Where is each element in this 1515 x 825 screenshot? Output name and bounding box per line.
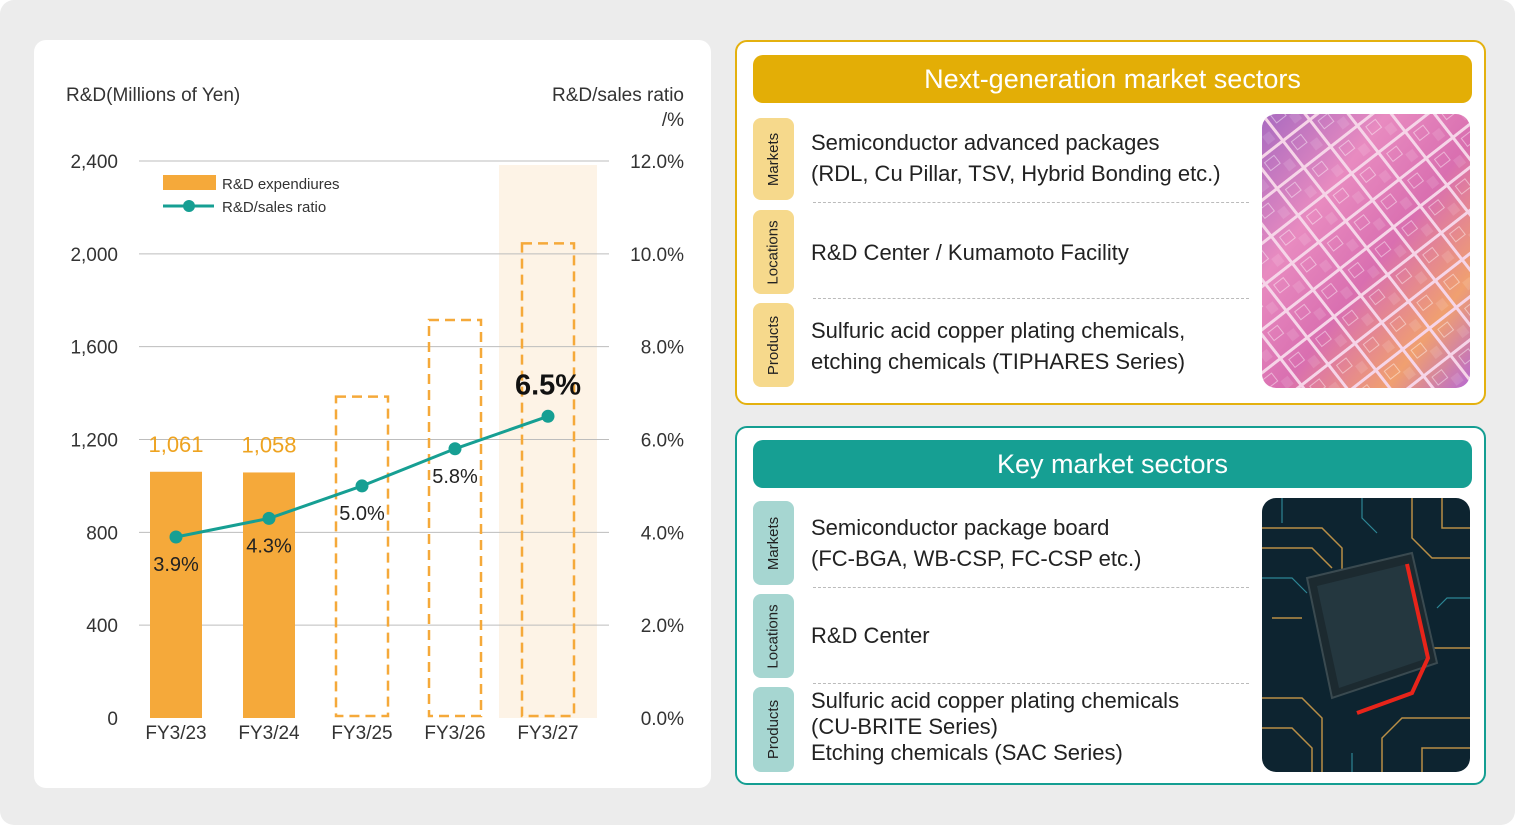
- ratio-point-FY3/26: [448, 442, 462, 456]
- markets-text: Semiconductor advanced packages (RDL, Cu…: [811, 130, 1221, 186]
- circuit-board-photo: [1262, 498, 1470, 772]
- bar-value-label: 1,058: [241, 432, 296, 457]
- ratio-point-FY3/23: [169, 530, 183, 544]
- y2-tick-label: 8.0%: [641, 338, 684, 359]
- y2-tick-label: 2.0%: [641, 616, 684, 637]
- products-row: Products Sulfuric acid copper plating ch…: [753, 687, 1253, 772]
- locations-text: R&D Center / Kumamoto Facility: [811, 240, 1129, 265]
- divider: [813, 298, 1249, 299]
- bar-forecast-FY3/25: [334, 395, 390, 718]
- ratio-label: 4.3%: [246, 535, 292, 557]
- divider: [813, 587, 1249, 588]
- divider: [813, 202, 1249, 203]
- locations-row: Locations R&D Center / Kumamoto Facility: [753, 210, 1253, 294]
- x-tick-label: FY3/27: [517, 723, 578, 744]
- y-tick-label: 1,200: [70, 431, 118, 452]
- markets-text: Semiconductor package board (FC-BGA, WB-…: [811, 515, 1142, 571]
- chart-card: 2,400 12.0% 2,000 10.0% 1,600 8.0% 1,200 6.0% 80…: [34, 40, 711, 788]
- y-tick-label: 1,600: [70, 338, 118, 359]
- panel-title: Key market sectors: [753, 440, 1472, 488]
- rd-chart: 2,400 12.0% 2,000 10.0% 1,600 8.0% 1,200 6.0% 80…: [66, 85, 684, 744]
- ratio-point-FY3/27: [541, 409, 555, 423]
- bar-FY3/24: [243, 472, 295, 718]
- products-text: Sulfuric acid copper plating chemicals, …: [811, 318, 1186, 374]
- bar-FY3/23: [150, 471, 202, 718]
- products-text: Sulfuric acid copper plating chemicals (…: [811, 688, 1180, 765]
- products-tab: Products: [753, 687, 794, 772]
- key-market-panel: Key market sectors Markets Semiconductor…: [735, 426, 1486, 785]
- x-tick-label: FY3/24: [238, 723, 300, 744]
- ratio-point-FY3/24: [262, 511, 276, 525]
- locations-text: R&D Center: [811, 623, 930, 648]
- locations-tab: Locations: [753, 594, 794, 678]
- legend-bar-swatch: [163, 175, 216, 190]
- x-tick-label: FY3/23: [145, 723, 206, 744]
- ratio-label: 6.5%: [515, 369, 581, 401]
- ratio-point-FY3/25: [355, 479, 369, 493]
- markets-row: Markets Semiconductor package board (FC-…: [753, 501, 1253, 585]
- y2-tick-label: 12.0%: [630, 152, 684, 173]
- bar-forecast-FY3/26: [427, 318, 483, 718]
- y2-axis-title: R&D/sales ratio: [552, 85, 684, 106]
- y2-axis-unit: /%: [662, 110, 684, 131]
- y-tick-label: 400: [86, 616, 118, 637]
- highlight-band: [499, 165, 597, 718]
- markets-row: Markets Semiconductor advanced packages …: [753, 118, 1253, 200]
- ratio-label: 3.9%: [153, 554, 199, 576]
- y2-tick-label: 10.0%: [630, 245, 684, 266]
- ratio-label: 5.8%: [432, 466, 478, 488]
- legend-line-marker: [183, 200, 195, 212]
- locations-tab: Locations: [753, 210, 794, 294]
- legend-line-label: R&D/sales ratio: [222, 199, 326, 216]
- markets-tab: Markets: [753, 118, 794, 200]
- products-row: Products Sulfuric acid copper plating ch…: [753, 303, 1253, 387]
- y-tick-label: 2,000: [70, 245, 118, 266]
- y-axis-title: R&D(Millions of Yen): [66, 85, 240, 106]
- x-tick-label: FY3/26: [424, 723, 485, 744]
- wafer-photo: [1262, 114, 1470, 388]
- y-tick-label: 0: [107, 709, 118, 730]
- bar-forecast-FY3/27: [520, 242, 576, 718]
- ratio-label: 5.0%: [339, 503, 385, 525]
- legend-bar-label: R&D expendiures: [222, 176, 340, 193]
- panel-title: Next-generation market sectors: [753, 55, 1472, 103]
- bar-value-label: 1,061: [148, 432, 203, 457]
- y2-tick-label: 6.0%: [641, 431, 684, 452]
- y-tick-label: 800: [86, 523, 118, 544]
- x-tick-label: FY3/25: [331, 723, 392, 744]
- y-tick-label: 2,400: [70, 152, 118, 173]
- y2-tick-label: 0.0%: [641, 709, 684, 730]
- locations-row: Locations R&D Center: [753, 594, 1253, 678]
- y2-tick-label: 4.0%: [641, 523, 684, 544]
- divider: [813, 683, 1249, 684]
- next-generation-panel: Next-generation market sectors Markets S…: [735, 40, 1486, 405]
- markets-tab: Markets: [753, 501, 794, 585]
- products-tab: Products: [753, 303, 794, 387]
